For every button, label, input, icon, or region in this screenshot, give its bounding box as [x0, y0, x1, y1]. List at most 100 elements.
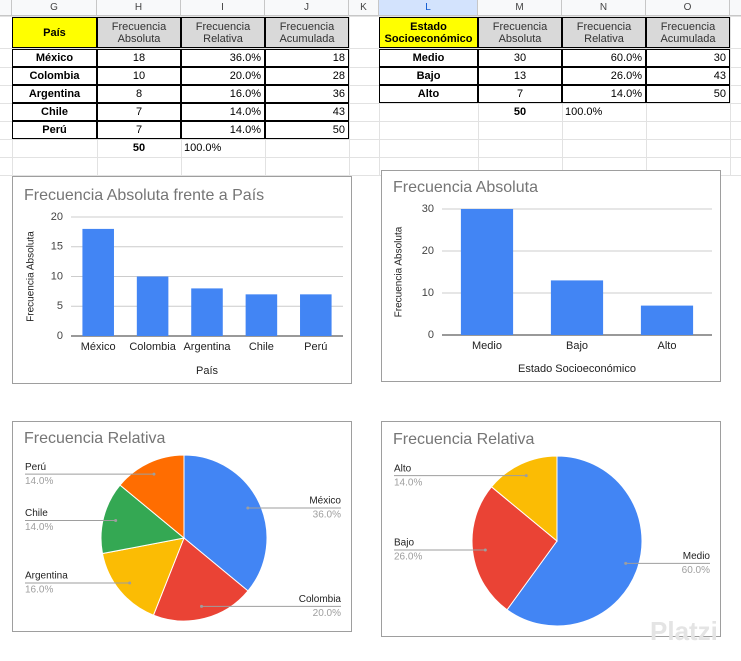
- total-cell: 100.0%: [565, 106, 603, 118]
- grid-line: [0, 157, 741, 158]
- pie-slice: [490, 455, 558, 543]
- chart: Frecuencia Absoluta frente a País 0 5 10 15 2…: [12, 176, 352, 384]
- column-header[interactable]: O: [646, 0, 730, 16]
- data-cell: 16.0%: [181, 85, 265, 103]
- slice-label: Argentina: [25, 571, 68, 582]
- chart-canvas: Frecuencia Absoluta 0 10 20 30 Medio Bajo Alto E…: [393, 179, 712, 375]
- pie-slice: [119, 454, 185, 540]
- column-header[interactable]: F: [0, 0, 12, 16]
- data-cell: Perú: [12, 121, 97, 139]
- leader-dot: [114, 518, 118, 522]
- data-cell: 30: [478, 49, 562, 67]
- data-cell: 7: [97, 103, 181, 121]
- data-cell: 20.0%: [181, 67, 265, 85]
- data-cell: 28: [265, 67, 349, 85]
- data-cell: 14.0%: [181, 121, 265, 139]
- chart-title: Frecuencia Absoluta: [393, 179, 538, 196]
- slice-label: México: [309, 496, 341, 507]
- grid-line: [0, 85, 741, 86]
- chart-title: Frecuencia Relativa: [393, 431, 535, 448]
- data-cell: 36: [265, 85, 349, 103]
- y-tick-label: 10: [422, 287, 434, 299]
- x-tick-label: Bajo: [566, 340, 588, 352]
- data-cell: 50: [646, 85, 730, 103]
- pie-slice: [101, 537, 185, 616]
- data-cell: 14.0%: [562, 85, 646, 103]
- data-cell: 30: [646, 49, 730, 67]
- slice-label: Chile: [25, 508, 48, 519]
- x-tick-label: Argentina: [183, 341, 231, 353]
- x-tick-label: Alto: [658, 340, 677, 352]
- chart-canvas: Frecuencia Relativa México 36.0% Colombia 20…: [24, 430, 341, 622]
- column-header[interactable]: I: [181, 0, 265, 16]
- x-tick-label: México: [81, 341, 116, 353]
- leader-dot: [200, 604, 204, 608]
- slice-value-label: 16.0%: [25, 585, 53, 596]
- leader-dot: [246, 506, 250, 510]
- column-header[interactable]: N: [562, 0, 646, 16]
- column-header[interactable]: G: [12, 0, 97, 16]
- bar: [245, 294, 278, 336]
- header-cell: Frecuencia Absoluta: [478, 17, 562, 48]
- data-cell: 43: [265, 103, 349, 121]
- x-tick-label: Perú: [304, 341, 327, 353]
- pie-slice: [100, 484, 186, 555]
- y-tick-label: 10: [51, 270, 63, 282]
- data-cell: Colombia: [12, 67, 97, 85]
- chart-canvas: Frecuencia Relativa Medio 60.0% Bajo 26.0% Al…: [393, 431, 711, 627]
- y-tick-label: 5: [57, 300, 63, 312]
- leader-dot: [128, 581, 132, 585]
- data-cell: 50: [265, 121, 349, 139]
- total-cell: 50: [132, 142, 146, 154]
- bar: [136, 276, 169, 336]
- leader-dot: [152, 472, 156, 476]
- slice-label: Medio: [683, 551, 711, 562]
- data-cell: 26.0%: [562, 67, 646, 85]
- data-cell: México: [12, 49, 97, 67]
- slice-value-label: 26.0%: [394, 552, 422, 563]
- y-tick-label: 0: [57, 330, 63, 342]
- data-cell: 36.0%: [181, 49, 265, 67]
- pie-slice: [183, 454, 268, 592]
- chart: Frecuencia Relativa Medio 60.0% Bajo 26.0% Al…: [381, 421, 721, 637]
- data-cell: 60.0%: [562, 49, 646, 67]
- grid-line: [0, 121, 741, 122]
- grid-line: [349, 16, 350, 176]
- column-header[interactable]: K: [349, 0, 379, 16]
- leader-dot: [624, 561, 628, 565]
- slice-value-label: 36.0%: [313, 510, 341, 521]
- data-cell: Chile: [12, 103, 97, 121]
- x-tick-label: Medio: [472, 340, 502, 352]
- data-cell: 8: [97, 85, 181, 103]
- bar: [82, 228, 114, 336]
- data-cell: Medio: [379, 49, 478, 67]
- slice-value-label: 14.0%: [25, 522, 53, 533]
- leader-dot: [524, 474, 528, 478]
- y-tick-label: 20: [422, 245, 434, 257]
- bar: [300, 294, 332, 336]
- data-cell: Alto: [379, 85, 478, 103]
- column-header[interactable]: H: [97, 0, 181, 16]
- column-header[interactable]: L: [379, 0, 478, 16]
- column-header[interactable]: J: [265, 0, 349, 16]
- bar: [550, 280, 604, 335]
- data-cell: 18: [97, 49, 181, 67]
- column-header[interactable]: M: [478, 0, 562, 16]
- slice-value-label: 14.0%: [394, 477, 422, 488]
- slice-value-label: 14.0%: [25, 476, 53, 487]
- chart-canvas: Frecuencia Absoluta frente a País 0 5 10 15 2…: [24, 187, 343, 377]
- data-cell: 18: [265, 49, 349, 67]
- header-cell: Frecuencia Acumulada: [265, 17, 349, 48]
- pie-slice: [152, 537, 249, 622]
- chart-title: Frecuencia Relativa: [24, 430, 166, 447]
- slice-label: Bajo: [394, 538, 414, 549]
- y-tick-label: 0: [428, 329, 434, 341]
- chart: Frecuencia Relativa México 36.0% Colombia 20…: [12, 421, 352, 632]
- leader-dot: [483, 548, 487, 552]
- header-cell: Frecuencia Relativa: [181, 17, 265, 48]
- pie-slice: [506, 455, 643, 627]
- total-cell: 50: [513, 106, 527, 118]
- grid-line: [0, 48, 741, 49]
- grid-line: [0, 16, 741, 17]
